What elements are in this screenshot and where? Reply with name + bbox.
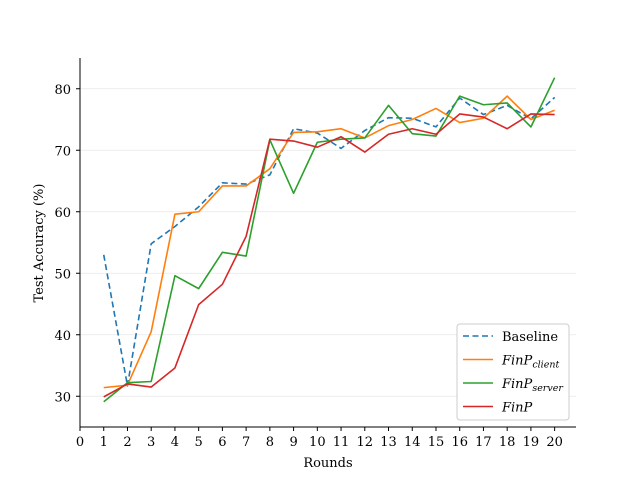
x-tick-label: 7 bbox=[242, 435, 250, 450]
x-tick-label: 5 bbox=[195, 435, 203, 450]
x-tick-label: 17 bbox=[475, 435, 492, 450]
x-tick-label: 3 bbox=[147, 435, 155, 450]
x-tick-label: 0 bbox=[76, 435, 84, 450]
series-line-finp-client bbox=[103, 95, 555, 389]
x-tick-label: 9 bbox=[289, 435, 297, 450]
y-tick-label: 60 bbox=[54, 206, 71, 221]
legend-frame bbox=[456, 323, 570, 421]
x-tick-label: 14 bbox=[404, 435, 421, 450]
x-tick-label: 16 bbox=[451, 435, 468, 450]
x-tick-label: 1 bbox=[100, 435, 108, 450]
series-lines bbox=[102, 77, 556, 403]
legend-label: FinP bbox=[501, 401, 533, 416]
x-tick-label: 4 bbox=[171, 435, 179, 450]
x-tick-label: 20 bbox=[546, 435, 563, 450]
series-line-finp bbox=[103, 113, 555, 398]
x-tick-labels: 0 1 2 3 4 5 6 7 8 9 10 11 12 13 14 15 16 17 18 19 20 bbox=[76, 427, 563, 450]
legend-label: Baseline bbox=[502, 330, 558, 345]
x-tick-label: 18 bbox=[499, 435, 516, 450]
y-tick-label: 80 bbox=[54, 83, 71, 98]
x-tick-label: 19 bbox=[523, 435, 540, 450]
y-tick-label: 30 bbox=[54, 390, 71, 405]
x-tick-label: 11 bbox=[333, 435, 350, 450]
x-tick-label: 2 bbox=[123, 435, 131, 450]
y-tick-labels: 30 40 50 60 70 80 bbox=[54, 83, 80, 405]
y-tick-label: 40 bbox=[54, 329, 71, 344]
x-tick-label: 13 bbox=[380, 435, 397, 450]
x-tick-label: 8 bbox=[266, 435, 274, 450]
axes bbox=[79, 58, 576, 428]
y-tick-label: 50 bbox=[54, 267, 71, 282]
x-axis-label: Rounds bbox=[303, 456, 352, 471]
series-line-finp-server bbox=[103, 77, 556, 403]
x-tick-label: 10 bbox=[309, 435, 326, 450]
x-tick-label: 15 bbox=[428, 435, 445, 450]
x-tick-label: 12 bbox=[357, 435, 374, 450]
y-axis-label: Test Accuracy (%) bbox=[32, 184, 47, 303]
y-tick-label: 70 bbox=[54, 144, 71, 159]
x-tick-label: 6 bbox=[218, 435, 226, 450]
